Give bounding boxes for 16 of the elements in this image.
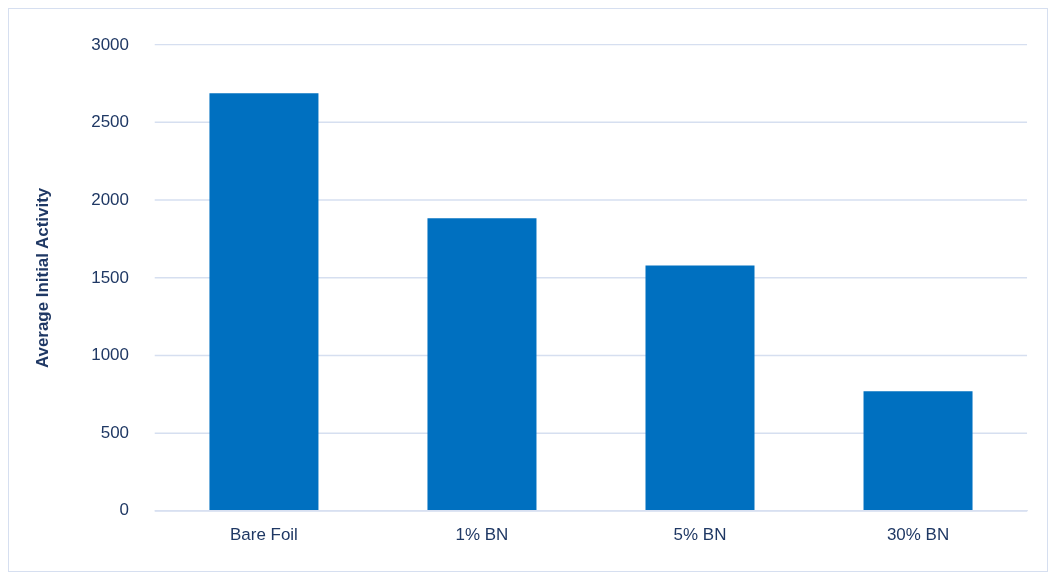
- y-tick-label: 3000: [91, 34, 129, 54]
- y-tick-label: 2000: [91, 190, 129, 209]
- x-tick-label: 1% BN: [455, 524, 509, 544]
- y-tick-label: 1500: [91, 267, 129, 287]
- bar: [645, 265, 755, 511]
- y-tick-label: 0: [119, 500, 129, 520]
- y-tick-label: 1000: [91, 345, 129, 365]
- y-axis-title: Average Initial Activity: [32, 187, 52, 369]
- y-tick-label: 2500: [91, 112, 129, 132]
- x-tick-label: 30% BN: [886, 524, 950, 544]
- bar: [863, 391, 973, 511]
- x-tick-label: Bare Foil: [230, 524, 298, 544]
- bar: [209, 93, 319, 511]
- y-tick-label: 500: [100, 422, 129, 442]
- x-tick-label: 5% BN: [673, 524, 727, 544]
- bar: [427, 218, 537, 511]
